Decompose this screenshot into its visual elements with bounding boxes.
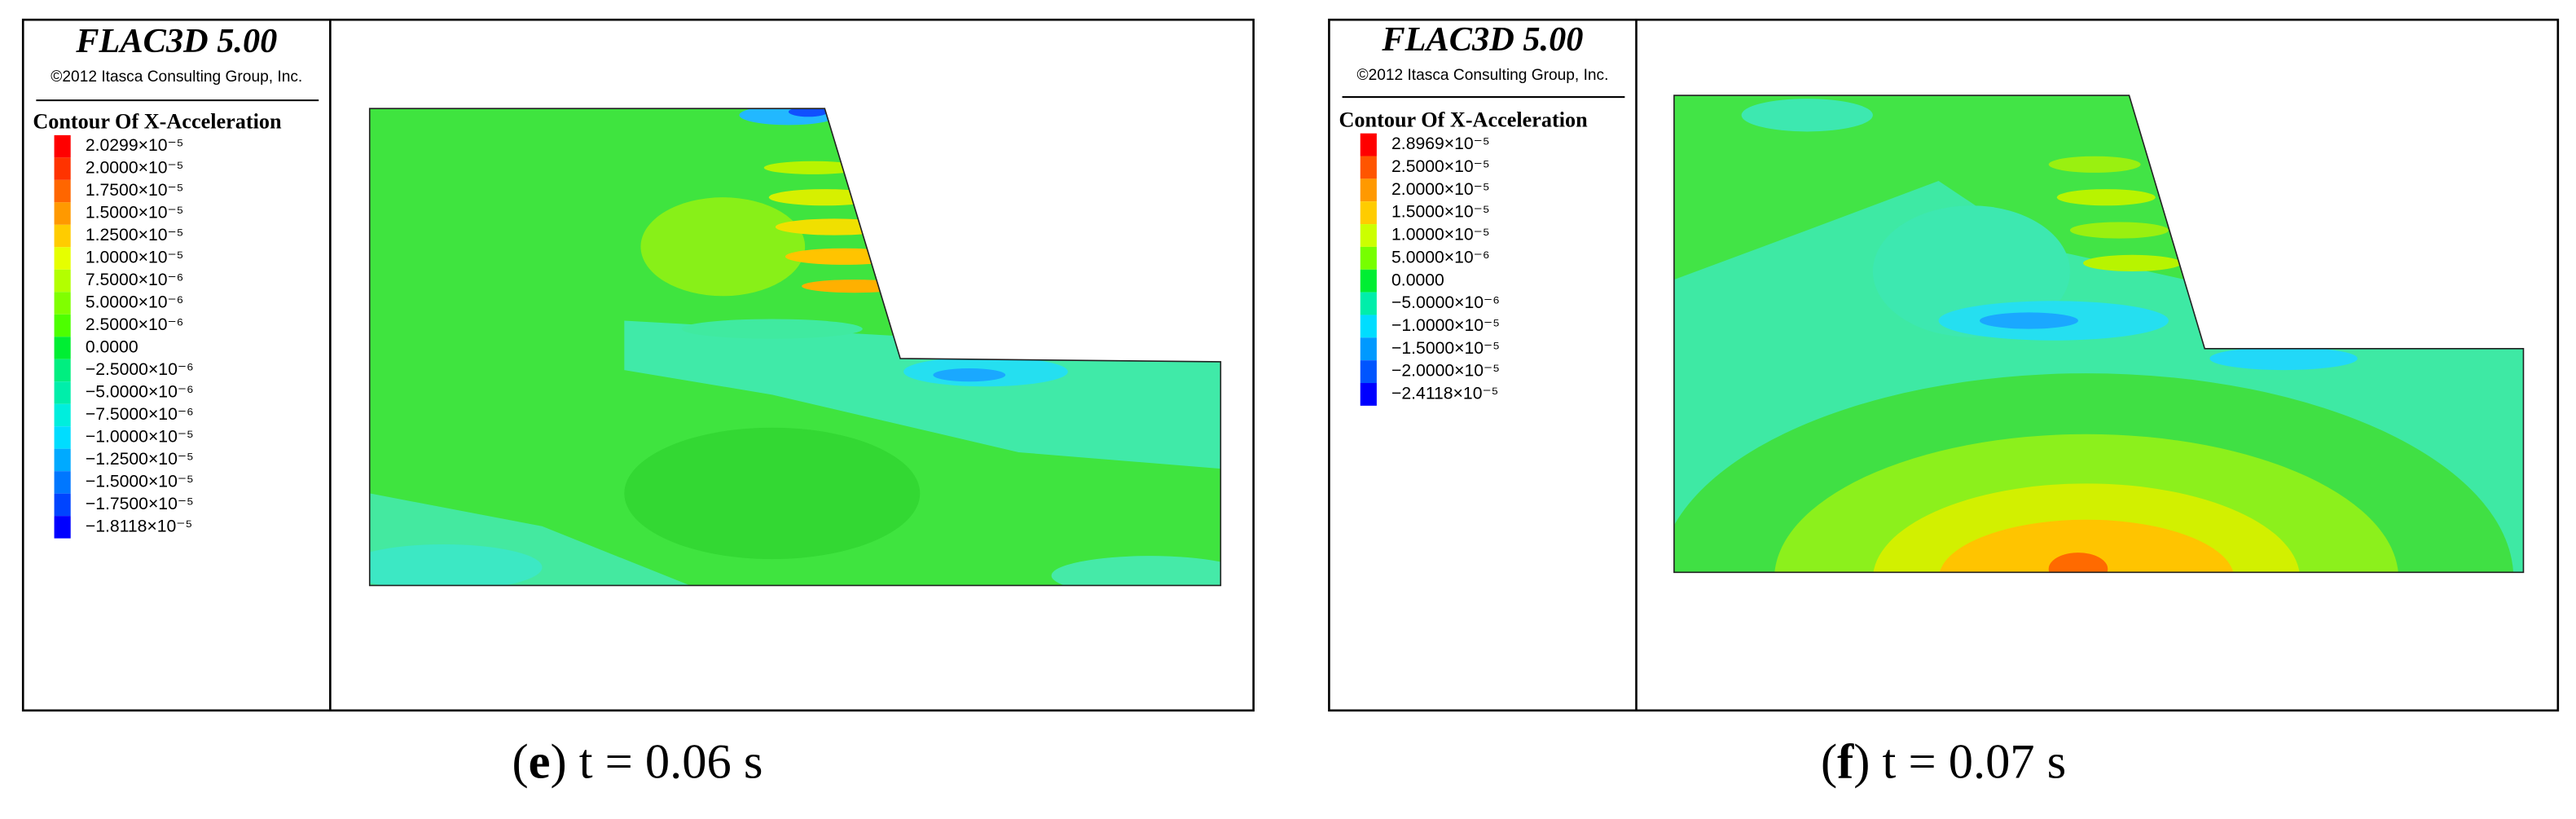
legend-title: Contour Of X-Acceleration [33,109,282,133]
legend-swatch [1360,292,1377,315]
legend-swatch [1360,360,1377,384]
legend-swatch [1360,246,1377,270]
legend-swatch [1360,224,1377,247]
legend-swatch [54,471,71,494]
legend-label: 2.0299×10⁻⁵ [86,136,184,155]
legend-label: −1.5000×10⁻⁵ [86,472,194,491]
legend-swatch [54,448,71,472]
legend-label: 0.0000 [1391,271,1444,289]
legend-swatch [54,224,71,248]
legend-swatch [1360,269,1377,293]
legend-title: Contour Of X-Acceleration [1339,108,1589,131]
legend-swatch [54,247,71,270]
legend-label: −2.0000×10⁻⁵ [1391,362,1500,381]
legend-label: 2.5000×10⁻⁵ [1391,157,1490,176]
legend-swatch [54,202,71,225]
legend-swatch [54,269,71,293]
legend-swatch [54,179,71,203]
legend-label: −1.2500×10⁻⁵ [86,450,194,469]
legend-label: −7.5000×10⁻⁶ [86,405,194,424]
caption: (f) t = 0.07 s [1821,734,2066,789]
model-outline [1673,95,2525,574]
header-title: FLAC3D 5.00 [1381,20,1583,59]
legend-label: 1.2500×10⁻⁵ [86,226,184,244]
legend-swatch [54,134,71,158]
legend-swatch [1360,178,1377,202]
legend-label: 7.5000×10⁻⁶ [86,271,184,289]
legend-swatch [1360,337,1377,361]
legend-swatch [54,426,71,449]
caption-text: ) t = 0.07 s [1853,734,2066,789]
header-copyright: ©2012 Itasca Consulting Group, Inc. [51,68,302,86]
legend-swatch [54,359,71,382]
legend-label: −5.0000×10⁻⁶ [86,383,194,402]
legend-label: 2.5000×10⁻⁶ [86,315,184,334]
legend-swatch [54,292,71,315]
header-title: FLAC3D 5.00 [75,22,277,60]
legend-label: −1.8118×10⁻⁵ [86,517,192,535]
legend-swatch [54,337,71,359]
legend-label: 5.0000×10⁻⁶ [86,293,184,312]
legend-label: 2.8969×10⁻⁵ [1391,134,1490,153]
legend-swatch [1360,383,1377,406]
legend-swatch [54,403,71,427]
legend-label: 1.7500×10⁻⁵ [86,181,184,200]
legend-label: 1.0000×10⁻⁵ [1391,226,1490,244]
legend-swatch [54,493,71,517]
legend-label: 2.0000×10⁻⁵ [1391,180,1490,199]
legend-swatch [1360,133,1377,156]
legend-label: −2.5000×10⁻⁶ [86,360,194,379]
caption: (e) t = 0.06 s [512,734,763,789]
legend-swatch [54,516,71,539]
legend-swatch [1360,201,1377,225]
legend-label: −2.4118×10⁻⁵ [1391,385,1498,403]
legend-label: 1.5000×10⁻⁵ [86,204,184,222]
legend-label: −1.0000×10⁻⁵ [1391,316,1500,335]
legend-label: 1.5000×10⁻⁵ [1391,203,1490,222]
legend-swatch [54,314,71,337]
legend-swatch [1360,156,1377,179]
legend-label: 0.0000 [86,338,138,357]
caption-label: e [529,734,551,789]
legend-label: −5.0000×10⁻⁶ [1391,293,1500,312]
legend-label: −1.0000×10⁻⁵ [86,428,194,447]
legend-label: −1.7500×10⁻⁵ [86,495,194,513]
legend-label: −1.5000×10⁻⁵ [1391,339,1500,358]
legend-label: 1.0000×10⁻⁵ [86,249,184,267]
header-copyright: ©2012 Itasca Consulting Group, Inc. [1356,67,1608,84]
legend-label: 5.0000×10⁻⁶ [1391,248,1490,266]
caption-open: ( [1821,734,1837,789]
caption-open: ( [512,734,528,789]
legend-swatch [54,381,71,404]
caption-label: f [1837,734,1854,789]
legend-label: 2.0000×10⁻⁵ [86,159,184,178]
legend-swatch [1360,315,1377,338]
model-outline [368,108,1222,587]
caption-text: ) t = 0.06 s [550,734,763,789]
legend-swatch [54,157,71,180]
